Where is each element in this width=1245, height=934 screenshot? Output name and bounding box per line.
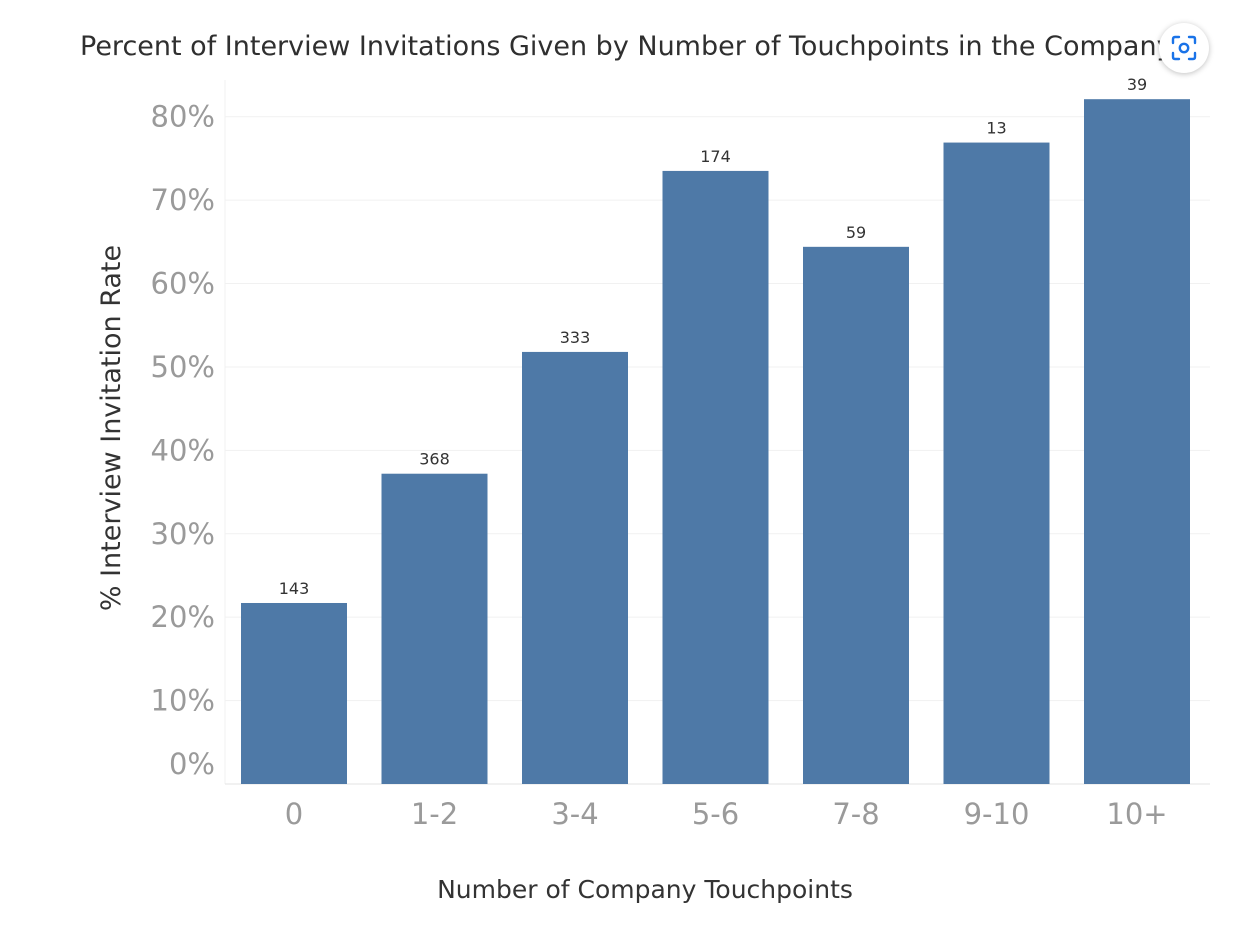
y-tick-label: 30% xyxy=(151,517,215,551)
chart-title: Percent of Interview Invitations Given b… xyxy=(80,31,1173,62)
y-axis-ticks: 0% 10% 20% 30% 40% 50% 60% 70% 80% xyxy=(151,100,215,781)
data-label: 143 xyxy=(279,579,310,598)
x-tick-label: 0 xyxy=(285,797,303,831)
x-tick-label: 3-4 xyxy=(551,797,598,831)
data-label: 59 xyxy=(846,223,866,242)
bar xyxy=(522,351,628,784)
y-tick-label: 50% xyxy=(151,350,215,384)
x-tick-label: 9-10 xyxy=(964,797,1030,831)
x-tick-label: 7-8 xyxy=(832,797,879,831)
y-tick-label: 40% xyxy=(151,433,215,467)
bar xyxy=(1084,99,1190,785)
bar xyxy=(943,142,1050,784)
bars xyxy=(241,99,1190,785)
x-axis-title: Number of Company Touchpoints xyxy=(437,875,853,904)
y-tick-label: 10% xyxy=(151,684,215,718)
bar xyxy=(381,473,488,784)
bar xyxy=(662,170,769,784)
visual-search-lens-icon xyxy=(1171,35,1197,61)
y-tick-label: 20% xyxy=(151,600,215,634)
data-label: 13 xyxy=(986,119,1006,138)
y-tick-label: 80% xyxy=(151,100,215,134)
y-tick-label: 70% xyxy=(151,183,215,217)
y-tick-label: 0% xyxy=(169,747,215,781)
x-axis-ticks: 0 1-2 3-4 5-6 7-8 9-10 10+ xyxy=(285,797,1168,831)
data-labels: 143 368 333 174 59 13 39 xyxy=(279,75,1147,598)
visual-search-lens-button[interactable] xyxy=(1159,23,1209,73)
x-tick-label: 5-6 xyxy=(692,797,739,831)
data-label: 368 xyxy=(419,450,450,469)
data-label: 174 xyxy=(700,147,731,166)
x-tick-label: 1-2 xyxy=(411,797,458,831)
data-label: 333 xyxy=(560,328,591,347)
data-label: 39 xyxy=(1127,75,1147,94)
bar xyxy=(241,602,347,784)
x-tick-label: 10+ xyxy=(1106,797,1167,831)
bar xyxy=(803,246,909,784)
y-axis-title: % Interview Invitation Rate xyxy=(96,245,127,611)
y-tick-label: 60% xyxy=(151,267,215,301)
